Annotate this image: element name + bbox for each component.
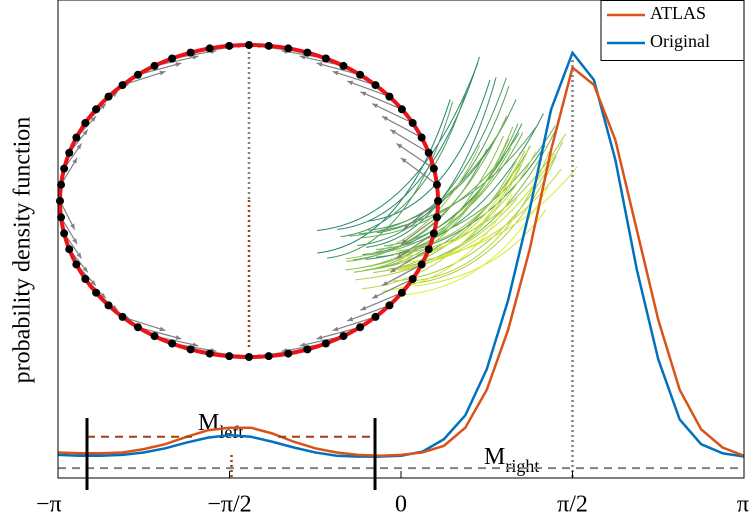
arrow-head (333, 71, 339, 75)
legend-label: Original (650, 31, 710, 51)
annotation-subscript: right (505, 456, 539, 476)
annotation-right: Mright (484, 444, 539, 477)
sample-point (81, 119, 89, 127)
sample-point (151, 332, 159, 340)
sample-point (434, 197, 442, 205)
x-tick-label: −π (36, 492, 62, 518)
legend-label: ATLAS (650, 3, 706, 23)
sample-point (284, 350, 292, 358)
sample-point (398, 105, 406, 113)
sample-point (284, 44, 292, 52)
sample-point (398, 289, 406, 297)
sample-point (409, 119, 417, 127)
inset-diagram (56, 41, 577, 361)
sample-point (105, 93, 113, 101)
sample-point (371, 81, 379, 89)
sample-point (65, 149, 73, 157)
x-tick-label: π (737, 492, 749, 518)
sample-point (265, 352, 273, 360)
x-tick-label: −π/2 (207, 492, 251, 518)
sample-point (72, 260, 80, 268)
sample-point (418, 134, 426, 142)
sample-point (433, 181, 441, 189)
sample-point (322, 54, 330, 62)
sample-point (340, 62, 348, 70)
sample-point (72, 134, 80, 142)
sample-point (65, 245, 73, 253)
sample-point (430, 165, 438, 173)
sample-point (385, 93, 393, 101)
sample-point (433, 213, 441, 221)
trajectory (365, 114, 543, 260)
sample-point (430, 229, 438, 237)
sample-point (322, 340, 330, 348)
arrow-head (396, 144, 402, 149)
sample-point (151, 62, 159, 70)
arrow-head (347, 317, 353, 321)
sample-point (56, 197, 64, 205)
sample-point (187, 345, 195, 353)
annotation-label: M (484, 444, 505, 470)
trajectory (363, 124, 522, 255)
sample-point (168, 54, 176, 62)
sample-point (265, 42, 273, 50)
sample-point (119, 81, 127, 89)
arrow-head (333, 327, 339, 331)
sample-point (60, 165, 68, 173)
sample-point (168, 340, 176, 348)
sample-point (303, 49, 311, 57)
sample-point (81, 275, 89, 283)
sample-point (206, 44, 214, 52)
sample-point (225, 42, 233, 50)
arrow-head (76, 253, 81, 259)
trajectory (361, 165, 520, 289)
sample-point (60, 229, 68, 237)
sample-point (134, 71, 142, 79)
arrow-head (159, 71, 165, 75)
trajectory (337, 57, 479, 230)
sample-point (418, 260, 426, 268)
x-tick-label: π/2 (557, 492, 588, 518)
sample-point (119, 313, 127, 321)
sample-point (425, 149, 433, 157)
sample-point (340, 332, 348, 340)
sample-point (134, 323, 142, 331)
sample-point (385, 301, 393, 309)
annotation-subscript: left (219, 422, 243, 442)
sample-point (92, 289, 100, 297)
arrow-head (159, 327, 165, 331)
sample-point (206, 350, 214, 358)
arrow-head (76, 144, 81, 150)
sample-point (245, 41, 253, 49)
arrow-head (347, 81, 353, 85)
sample-point (371, 313, 379, 321)
sample-point (425, 245, 433, 253)
sample-point (356, 323, 364, 331)
sample-point (356, 71, 364, 79)
sample-point (245, 353, 253, 361)
y-axis-label: probability density function (10, 117, 36, 384)
sample-point (225, 352, 233, 360)
x-tick-label: 0 (395, 492, 407, 518)
sample-point (105, 301, 113, 309)
sample-point (303, 345, 311, 353)
sample-point (92, 105, 100, 113)
legend: ATLAS Original (601, 1, 744, 61)
sample-point (187, 49, 195, 57)
sample-point (409, 275, 417, 283)
series-line (58, 53, 744, 457)
